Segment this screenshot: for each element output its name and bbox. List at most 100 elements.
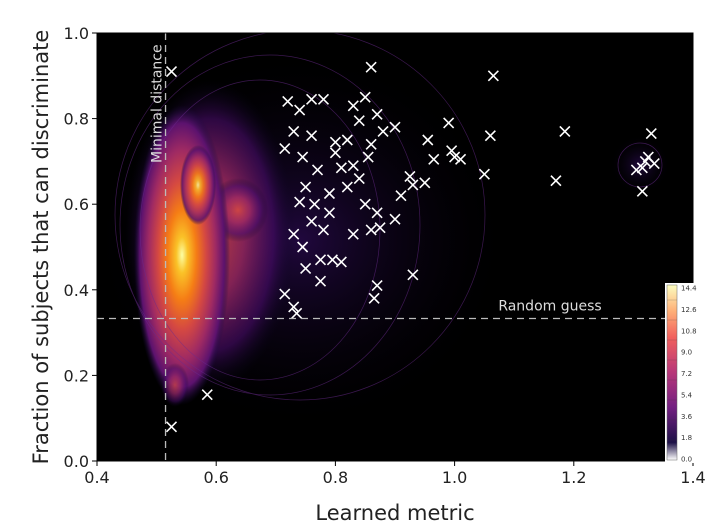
scatter-point	[371, 108, 383, 120]
scatter-point	[317, 93, 330, 105]
scatter-point	[630, 164, 642, 176]
scatter-point	[389, 213, 401, 225]
scatter-point	[323, 207, 336, 219]
colorbar-tick-label: 3.6	[681, 413, 693, 421]
scatter-point	[308, 198, 321, 210]
scatter-point	[288, 301, 300, 313]
scatter-point	[478, 168, 490, 180]
scatter-point	[294, 104, 306, 116]
scatter-point	[335, 162, 347, 174]
scatter-point	[454, 153, 467, 165]
scatter-point	[362, 151, 374, 163]
scatter-point	[165, 421, 178, 433]
x-tick-label: 1.0	[442, 468, 467, 487]
scatter-point	[305, 130, 318, 142]
scatter-points	[165, 61, 660, 433]
scatter-point	[449, 151, 461, 163]
scatter-point	[559, 125, 571, 138]
scatter-point	[446, 145, 458, 157]
scatter-point	[347, 228, 359, 240]
colorbar-tick-label: 12.6	[681, 306, 697, 314]
colorbar-tick-label: 1.8	[681, 434, 692, 442]
scatter-point	[305, 93, 318, 105]
scatter-point	[353, 115, 365, 127]
scatter-point	[407, 269, 419, 281]
scatter-point	[636, 162, 648, 174]
scatter-point	[314, 275, 327, 287]
x-axis-ticks: 0.4 0.6 0.8 1.0 1.2 1.4	[84, 461, 706, 487]
scatter-point	[368, 292, 380, 304]
scatter-point	[282, 95, 294, 108]
scatter-point	[305, 215, 318, 227]
scatter-point	[359, 91, 371, 103]
scatter-point	[428, 153, 440, 165]
scatter-point	[371, 207, 383, 219]
scatter-point	[294, 196, 306, 208]
scatter-point	[329, 147, 341, 159]
scatter-point	[550, 175, 562, 187]
scatter-point	[365, 138, 377, 150]
scatter-point	[201, 389, 213, 401]
y-tick-label: 0.4	[64, 281, 89, 300]
scatter-point	[329, 136, 341, 148]
scatter-point	[311, 164, 324, 176]
colorbar-tick-label: 7.2	[681, 370, 692, 378]
colorbar-tick-label: 9.0	[681, 349, 692, 357]
x-tick-label: 0.6	[203, 468, 228, 487]
x-tick-label: 1.2	[561, 468, 586, 487]
scatter-point	[404, 170, 416, 182]
scatter-point	[645, 128, 657, 140]
colorbar-tick-label: 14.4	[681, 285, 697, 293]
colorbar-tick-label: 5.4	[681, 391, 693, 399]
scatter-point	[443, 117, 455, 129]
scatter-point	[419, 177, 431, 189]
scatter-point	[326, 254, 338, 266]
colorbar: 14.4 12.6 10.8 9.0 7.2 5.4 3.6 1.8 0.0	[665, 283, 710, 464]
colorbar-tick-label: 10.8	[681, 327, 697, 335]
scatter-point	[395, 190, 407, 202]
x-tick-label: 0.8	[323, 468, 348, 487]
scatter-point	[347, 100, 359, 112]
scatter-point	[636, 185, 648, 197]
scatter-point	[279, 288, 291, 300]
scatter-point	[297, 241, 309, 253]
scatter-point	[365, 224, 377, 236]
scatter-point	[389, 121, 401, 133]
y-tick-label: 0.8	[64, 110, 89, 129]
scatter-point	[341, 134, 353, 146]
scatter-point	[323, 187, 336, 200]
x-tick-label: 1.4	[680, 468, 705, 487]
scatter-point	[297, 151, 309, 163]
density-overlay	[97, 33, 670, 430]
y-tick-label: 0.0	[64, 452, 89, 471]
plot-frame	[96, 32, 694, 462]
scatter-point	[300, 262, 312, 274]
scatter-point	[371, 279, 383, 292]
random-guess-label: Random guess	[498, 298, 601, 314]
scatter-point	[484, 130, 496, 142]
scatter-point	[291, 307, 303, 319]
scatter-point	[165, 65, 178, 78]
scatter-point	[353, 172, 365, 185]
y-tick-label: 0.2	[64, 366, 89, 385]
scatter-point	[487, 70, 499, 82]
scatter-point	[365, 61, 377, 73]
x-axis-title: Learned metric	[315, 501, 474, 525]
scatter-point	[335, 256, 347, 268]
scatter-point	[300, 181, 312, 193]
scatter-point	[288, 125, 300, 138]
y-axis-ticks: 0.0 0.2 0.4 0.6 0.8 1.0	[64, 24, 97, 471]
scatter-point	[422, 134, 434, 146]
minimal-distance-label: Minimal distance	[150, 44, 166, 163]
y-tick-label: 0.6	[64, 195, 89, 214]
scatter-point	[317, 224, 330, 236]
scatter-point	[374, 222, 386, 234]
scatter-point	[347, 160, 359, 172]
scatter-point	[314, 254, 327, 266]
y-tick-label: 1.0	[64, 24, 89, 43]
x-tick-label: 0.4	[84, 468, 109, 487]
y-axis-title: Fraction of subjects that can discrimina…	[29, 30, 53, 465]
scatter-point	[288, 228, 300, 240]
scatter-point	[359, 198, 371, 210]
